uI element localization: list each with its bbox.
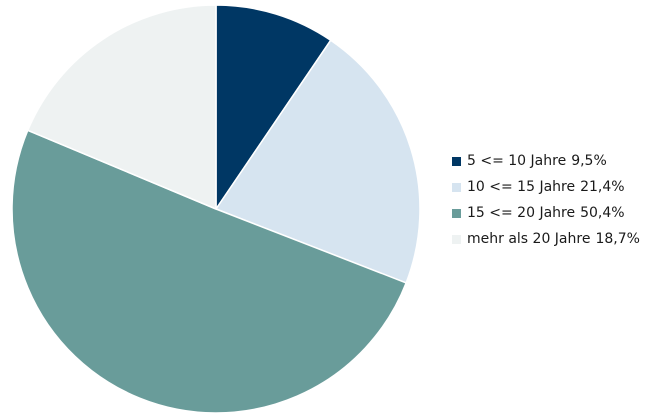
pie-slice [26,4,217,211]
legend-value: 21,4% [580,179,625,195]
pie-slice [214,39,421,284]
pie-slice [215,4,332,212]
legend-item: 10 <= 15 Jahre 21,4% [452,174,640,200]
legend-item: 5 <= 10 Jahre 9,5% [452,148,640,174]
legend-label: 5 <= 10 Jahre [467,153,567,169]
legend-item: 15 <= 20 Jahre 50,4% [452,200,640,226]
legend-swatch [452,182,461,192]
pie-slice [11,129,408,414]
legend-label: mehr als 20 Jahre [467,231,591,247]
legend-item: mehr als 20 Jahre 18,7% [452,226,640,252]
legend-label: 15 <= 20 Jahre [467,205,576,221]
legend-value: 18,7% [595,231,640,247]
legend-swatch [452,208,461,218]
legend-value: 9,5% [571,153,607,169]
chart-legend: 5 <= 10 Jahre 9,5% 10 <= 15 Jahre 21,4% 15… [452,148,640,252]
legend-swatch [452,156,461,166]
legend-label: 10 <= 15 Jahre [467,179,576,195]
legend-swatch [452,234,461,244]
legend-value: 50,4% [580,205,625,221]
